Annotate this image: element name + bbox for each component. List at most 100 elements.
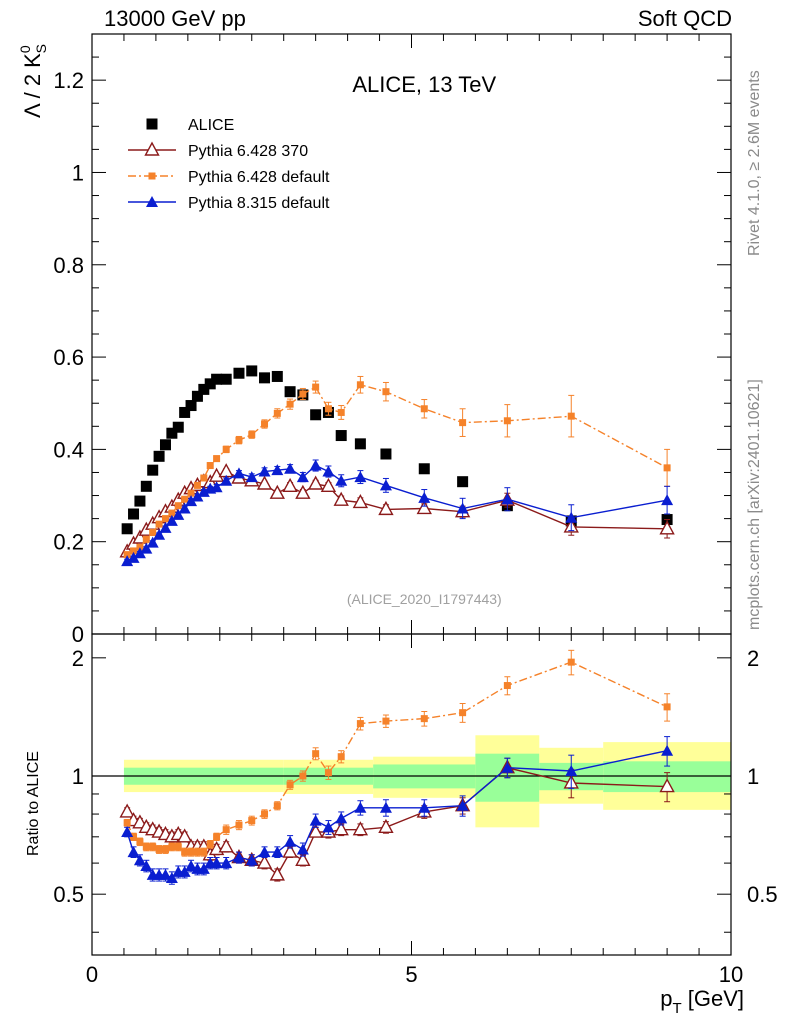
top-data-point xyxy=(185,495,198,507)
ratio-data-point xyxy=(218,838,234,853)
ratio-series-1 xyxy=(123,649,671,857)
ratio-series-1-line xyxy=(126,661,668,853)
x-axis-label: pT [GeV] xyxy=(660,986,744,1017)
ratio-y-tick-label-right: 2 xyxy=(747,646,759,671)
ratio-data-point xyxy=(352,821,369,836)
top-data-point xyxy=(127,551,140,563)
top-data-point xyxy=(155,520,163,528)
ratio-data-point xyxy=(178,865,191,877)
ratio-data-point xyxy=(235,821,243,829)
top-data-point xyxy=(235,436,243,444)
top-data-point xyxy=(310,409,322,421)
top-data-point xyxy=(352,493,369,509)
top-data-point xyxy=(259,372,271,384)
ratio-data-point xyxy=(456,799,469,811)
ratio-data-point xyxy=(193,848,201,856)
top-data-point xyxy=(220,373,232,385)
ratio-data-point xyxy=(248,817,256,825)
top-data-point xyxy=(198,383,210,395)
ratio-data-point xyxy=(501,761,514,773)
top-data-point xyxy=(128,508,140,520)
top-data-point xyxy=(121,523,133,535)
ratio-data-point xyxy=(284,835,297,847)
ratio-y-tick-label: 0.5 xyxy=(53,882,84,907)
ratio-data-point xyxy=(200,848,208,856)
top-data-point xyxy=(220,474,233,486)
top-data-point xyxy=(140,480,152,492)
top-data-point xyxy=(659,520,675,535)
top-data-point xyxy=(165,514,178,526)
top-data-point xyxy=(420,405,428,413)
top-data-point xyxy=(159,521,172,533)
top-y-axis-label: Λ / 2 K0S xyxy=(17,44,49,118)
top-data-point xyxy=(322,465,335,477)
ratio-data-point xyxy=(222,826,230,834)
top-data-point xyxy=(218,463,234,478)
ratio-series-0 xyxy=(119,757,675,882)
ratio-data-point xyxy=(245,854,258,866)
top-data-point xyxy=(379,479,392,491)
ratio-y-tick-label: 2 xyxy=(72,646,84,671)
ratio-data-point xyxy=(155,845,163,853)
top-data-point xyxy=(206,462,214,470)
top-y-tick-label: 0.4 xyxy=(53,437,84,462)
top-data-point xyxy=(296,471,309,483)
top-y-tick-label: 1.2 xyxy=(53,68,84,93)
ratio-data-point xyxy=(309,814,322,826)
ratio-data-point xyxy=(123,819,131,827)
top-data-point xyxy=(200,474,208,482)
top-data-point xyxy=(418,491,431,503)
top-data-point xyxy=(333,491,349,506)
top-data-point xyxy=(211,373,223,385)
legend-label: Pythia 6.428 370 xyxy=(188,143,308,160)
ratio-data-point xyxy=(379,801,392,813)
x-axis-label-unit: [GeV] xyxy=(682,986,744,1011)
top-data-point xyxy=(147,464,159,476)
top-data-point xyxy=(246,365,258,377)
legend-marker xyxy=(148,172,156,180)
top-data-point xyxy=(335,474,348,486)
ratio-data-point xyxy=(181,848,189,856)
ratio-data-point xyxy=(174,843,182,851)
ratio-data-point xyxy=(322,821,335,833)
legend-label: Pythia 6.428 default xyxy=(188,169,330,186)
top-data-point xyxy=(282,477,298,493)
top-y-axis-label-sub: S xyxy=(33,44,49,53)
ratio-data-point xyxy=(565,764,578,776)
top-data-point xyxy=(418,463,430,475)
x-tick-label: 0 xyxy=(86,962,98,987)
top-data-point xyxy=(256,475,273,490)
ratio-data-point xyxy=(130,833,138,841)
top-data-point xyxy=(179,406,191,418)
top-data-point xyxy=(501,493,514,505)
ratio-data-point xyxy=(324,769,332,777)
x-tick-label: 10 xyxy=(719,962,743,987)
top-data-point xyxy=(324,405,332,413)
top-data-point xyxy=(146,536,159,548)
ratio-series-2 xyxy=(121,736,674,885)
top-data-point xyxy=(271,370,283,382)
top-data-point xyxy=(245,471,258,483)
ratio-data-point xyxy=(176,828,193,843)
top-data-point xyxy=(284,386,296,398)
ratio-data-point xyxy=(333,821,349,836)
top-y-tick-label: 0.2 xyxy=(53,530,84,555)
top-data-point xyxy=(295,484,311,499)
ratio-data-point xyxy=(503,682,511,690)
top-data-point xyxy=(456,502,469,514)
ratio-data-point xyxy=(286,781,294,789)
x-axis-label-sub: T xyxy=(672,1000,681,1017)
top-data-point xyxy=(661,494,674,506)
top-data-point xyxy=(161,515,169,523)
ratio-data-point xyxy=(663,703,671,711)
ratio-data-point xyxy=(299,772,307,780)
ratio-data-point xyxy=(258,846,271,858)
top-data-point xyxy=(193,481,201,489)
ratio-data-point xyxy=(335,812,348,824)
top-data-point xyxy=(457,476,469,488)
ratio-data-point xyxy=(661,744,674,756)
top-data-point xyxy=(153,528,166,540)
ratio-data-point xyxy=(271,846,284,858)
analysis-watermark: (ALICE_2020_I1797443) xyxy=(347,591,502,607)
